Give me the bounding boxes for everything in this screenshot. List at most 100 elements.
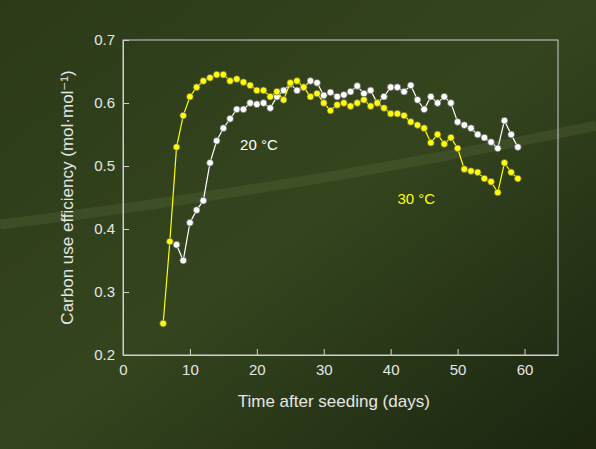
data-point	[367, 87, 374, 94]
tick: 10	[182, 349, 199, 378]
data-point	[448, 134, 455, 141]
y-axis-title: Carbon use efficiency (mol·mol⁻¹)	[58, 70, 77, 324]
data-point	[494, 145, 501, 152]
tick: 0.3	[94, 283, 129, 300]
data-point	[354, 83, 361, 90]
data-point	[294, 87, 301, 94]
data-point	[381, 105, 388, 112]
tick-mark	[257, 349, 258, 355]
data-point	[187, 93, 194, 100]
data-point	[407, 119, 414, 126]
data-point	[361, 90, 368, 97]
data-point	[448, 100, 455, 107]
tick-label: 0.5	[94, 157, 115, 174]
tick-mark	[123, 229, 129, 230]
tick: 20	[249, 349, 266, 378]
data-point	[501, 159, 508, 166]
data-point	[213, 137, 220, 144]
data-point	[514, 144, 521, 151]
data-point	[361, 96, 368, 103]
data-point	[401, 112, 408, 119]
tick: 30	[316, 349, 333, 378]
data-point	[488, 139, 495, 146]
data-point	[314, 79, 321, 86]
data-point	[501, 117, 508, 124]
axis-line	[124, 355, 559, 356]
chart: 01020304050600.20.30.40.50.60.720 °C30 °…	[0, 0, 596, 449]
tick-mark	[123, 292, 129, 293]
data-point	[260, 100, 267, 107]
data-point	[227, 78, 234, 85]
data-point	[193, 207, 200, 214]
tick-label: 0.6	[94, 94, 115, 111]
data-point	[468, 125, 475, 132]
data-point	[200, 78, 207, 85]
tick: 40	[383, 349, 400, 378]
series-label: 30 °C	[397, 190, 435, 207]
data-point	[187, 219, 194, 226]
data-point	[307, 78, 314, 85]
tick-mark	[123, 40, 129, 41]
tick: 0.2	[94, 346, 129, 363]
data-point	[454, 119, 461, 126]
tick: 0.5	[94, 157, 129, 174]
tick-mark	[123, 355, 129, 356]
plot-frame	[123, 40, 558, 355]
tick-mark	[190, 349, 191, 355]
tick-label: 20	[249, 361, 266, 378]
data-point	[320, 92, 327, 99]
data-point	[240, 79, 247, 86]
tick: 0.4	[94, 220, 129, 237]
data-point	[220, 71, 227, 78]
data-point	[367, 103, 374, 110]
tick-label: 40	[383, 361, 400, 378]
data-point	[494, 189, 501, 196]
data-point	[441, 93, 448, 100]
tick-label: 0.4	[94, 220, 115, 237]
data-point	[180, 257, 187, 264]
tick-mark	[525, 349, 526, 355]
data-point	[374, 100, 381, 107]
data-point	[193, 84, 200, 91]
data-point	[334, 101, 341, 108]
data-point	[207, 159, 214, 166]
data-point	[340, 100, 347, 107]
data-point	[427, 139, 434, 146]
data-point	[441, 141, 448, 148]
data-point	[180, 112, 187, 119]
tick-mark	[324, 349, 325, 355]
data-point	[481, 175, 488, 182]
series-line	[163, 75, 518, 324]
data-point	[414, 122, 421, 129]
data-point	[387, 84, 394, 91]
data-point	[300, 84, 307, 91]
data-point	[414, 96, 421, 103]
data-point	[387, 110, 394, 117]
data-point	[173, 144, 180, 151]
data-point	[253, 87, 260, 94]
data-point	[160, 320, 167, 327]
data-point	[253, 101, 260, 108]
tick-mark	[123, 103, 129, 104]
data-point	[307, 93, 314, 100]
data-point	[314, 90, 321, 97]
tick-label: 0.2	[94, 346, 115, 363]
x-axis-title: Time after seeding (days)	[238, 392, 430, 411]
data-point	[274, 88, 281, 95]
data-point	[200, 197, 207, 204]
data-point	[421, 106, 428, 113]
data-point	[173, 241, 180, 248]
data-point	[394, 110, 401, 117]
data-point	[474, 169, 481, 176]
data-point	[508, 131, 515, 138]
data-point	[454, 145, 461, 152]
data-point	[340, 91, 347, 98]
tick-label: 0	[119, 361, 127, 378]
data-point	[488, 178, 495, 185]
data-point	[294, 78, 301, 85]
data-point	[233, 106, 240, 113]
data-point	[434, 131, 441, 138]
data-point	[280, 96, 287, 103]
data-point	[508, 169, 515, 176]
data-point	[347, 88, 354, 95]
